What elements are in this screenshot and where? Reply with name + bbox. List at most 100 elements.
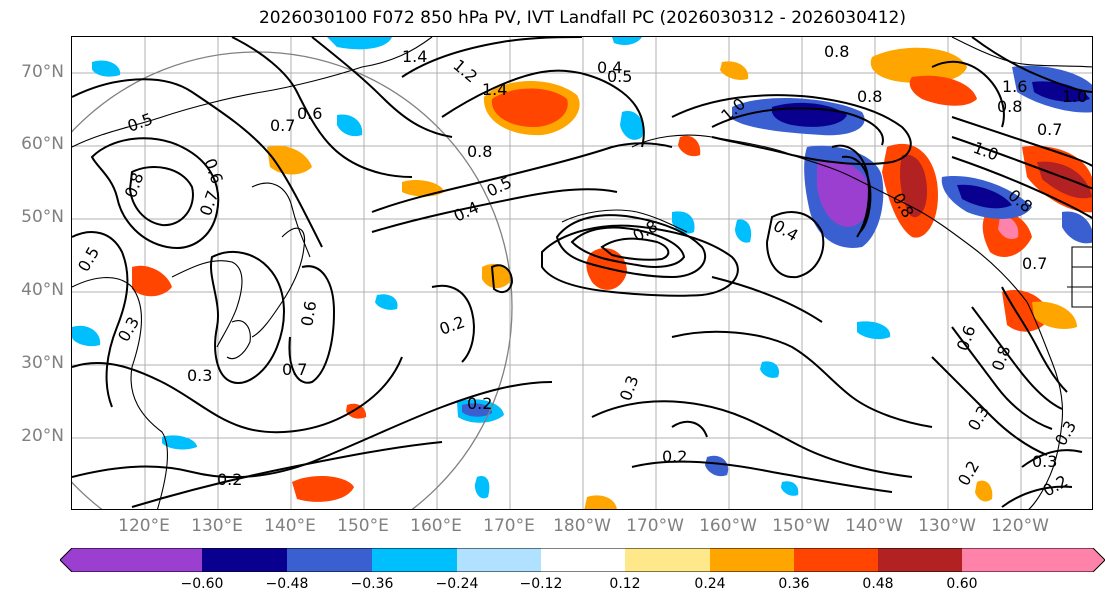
pv-negative-area: [462, 403, 492, 417]
contour-label: 1.0: [1062, 87, 1087, 106]
colorbar-tick-label: −0.60: [180, 576, 224, 592]
contour-label: 0.3: [616, 373, 643, 403]
lat-label: 70°N: [21, 62, 64, 82]
colorbar-segment: [962, 548, 1105, 572]
colorbar-tick-label: 0.48: [862, 576, 894, 592]
lon-label: 170°E: [483, 516, 535, 536]
contour-label: 0.4: [597, 58, 622, 77]
contour-label: 0.7: [282, 360, 307, 379]
coastlines: [72, 37, 1092, 509]
contour-label: 0.7: [1022, 254, 1047, 273]
colorbar-tick-label: 0.36: [778, 576, 810, 592]
colorbar-tick-label: 0.60: [946, 576, 978, 592]
lon-label: 160°W: [699, 516, 757, 536]
pv-positive-area: [1037, 161, 1092, 199]
colorbar-segment: [625, 548, 710, 572]
pv-negative-area: [817, 160, 871, 227]
ivt-contours: [72, 37, 1092, 508]
pv-negative-area: [474, 476, 490, 499]
lon-label: 140°E: [264, 516, 316, 536]
lon-label: 130°W: [918, 516, 976, 536]
contour-label: 0.5: [125, 109, 155, 136]
contour-label: 0.2: [217, 470, 242, 489]
contour-label: 0.8: [824, 42, 849, 61]
lat-label: 50°N: [21, 207, 64, 227]
pv-positive-area: [678, 135, 701, 157]
colorbar: [60, 548, 1105, 572]
colorbar-segment: [60, 548, 202, 572]
contour-label: 1.4: [482, 80, 507, 99]
pv-positive-area: [292, 475, 354, 502]
pv-negative-area: [735, 219, 752, 243]
colorbar-segment: [457, 548, 541, 572]
colorbar-segment: [878, 548, 962, 572]
pv-negative-area: [781, 481, 799, 496]
colorbar-tick-label: 0.24: [694, 576, 726, 592]
lon-label: 130°E: [191, 516, 243, 536]
pv-negative-area: [92, 60, 121, 77]
pv-positive-area: [998, 216, 1019, 240]
pv-positive-area: [720, 61, 749, 80]
colorbar-segment: [372, 548, 457, 572]
contour-label: 0.6: [297, 299, 320, 327]
colorbar-segment: [710, 548, 794, 572]
lon-label: 180°W: [553, 516, 611, 536]
contour-label: 0.5: [607, 67, 632, 86]
pv-negative-area: [375, 294, 398, 310]
pv-negative-area: [162, 435, 197, 450]
contour-label: 0.3: [1032, 452, 1057, 471]
lon-label: 150°W: [772, 516, 830, 536]
lon-label: 120°E: [118, 516, 170, 536]
pv-negative-area: [957, 184, 1012, 209]
lon-label: 140°W: [845, 516, 903, 536]
contour-label: 0.6: [953, 323, 980, 353]
contour-label: 0.5: [74, 243, 103, 275]
colorbar-segment: [541, 548, 625, 572]
lon-label: 120°W: [991, 516, 1049, 536]
contour-label: 0.3: [1051, 417, 1080, 449]
contour-label: 0.3: [964, 402, 993, 434]
pv-positive-area: [346, 403, 367, 419]
pv-positive-area: [909, 75, 977, 106]
pv-positive-area: [584, 495, 617, 509]
contour-label: 0.2: [1040, 471, 1072, 500]
contour-label: 0.3: [187, 366, 212, 385]
pv-negative-area: [327, 37, 392, 50]
pv-positive-area: [132, 265, 172, 297]
colorbar-tick-label: −0.36: [350, 576, 394, 592]
lon-label: 150°E: [337, 516, 389, 536]
colorbar-tick-label: 0.12: [609, 576, 641, 592]
contour-label: 1.0: [971, 138, 1001, 165]
contour-label: 1.2: [449, 56, 481, 87]
colorbar-segment: [794, 548, 878, 572]
contour-label: 0.6: [200, 156, 227, 186]
pv-positive-area: [870, 47, 967, 84]
pv-positive-area: [899, 154, 927, 218]
pv-negative-area: [620, 111, 644, 140]
colorbar-tick-label: −0.12: [519, 576, 563, 592]
pv-negative-area: [1062, 211, 1092, 244]
pv-negative-area: [760, 361, 780, 378]
contour-label: 0.2: [437, 312, 467, 339]
contour-labels: 0.5 0.6 0.7 0.6 0.8 0.7 0.5 0.3 0.3 0.7 …: [74, 42, 1087, 500]
pv-positive-area: [482, 263, 511, 289]
contour-label: 1.4: [402, 47, 427, 66]
map-canvas: 0.5 0.6 0.7 0.6 0.8 0.7 0.5 0.3 0.3 0.7 …: [72, 37, 1092, 509]
contour-label: 0.8: [857, 87, 882, 106]
pv-negative-area: [705, 455, 729, 477]
lon-label: 170°W: [626, 516, 684, 536]
colorbar-tick-label: −0.48: [265, 576, 309, 592]
contour-label: 1.6: [1002, 77, 1027, 96]
contour-label: 0.8: [997, 97, 1022, 116]
map-title: 2026030100 F072 850 hPa PV, IVT Landfall…: [258, 8, 906, 28]
map-panel: 0.5 0.6 0.7 0.6 0.8 0.7 0.5 0.3 0.3 0.7 …: [71, 36, 1093, 510]
lat-label: 40°N: [21, 280, 64, 300]
contour-label: 0.2: [662, 447, 687, 466]
contour-label: 0.2: [467, 394, 492, 413]
pv-positive-area: [402, 180, 444, 197]
contour-label: 0.8: [988, 343, 1015, 373]
lat-label: 60°N: [21, 134, 64, 154]
contour-label: 0.6: [297, 104, 322, 123]
contour-label: 0.8: [121, 170, 148, 200]
pv-negative-area: [72, 325, 101, 347]
